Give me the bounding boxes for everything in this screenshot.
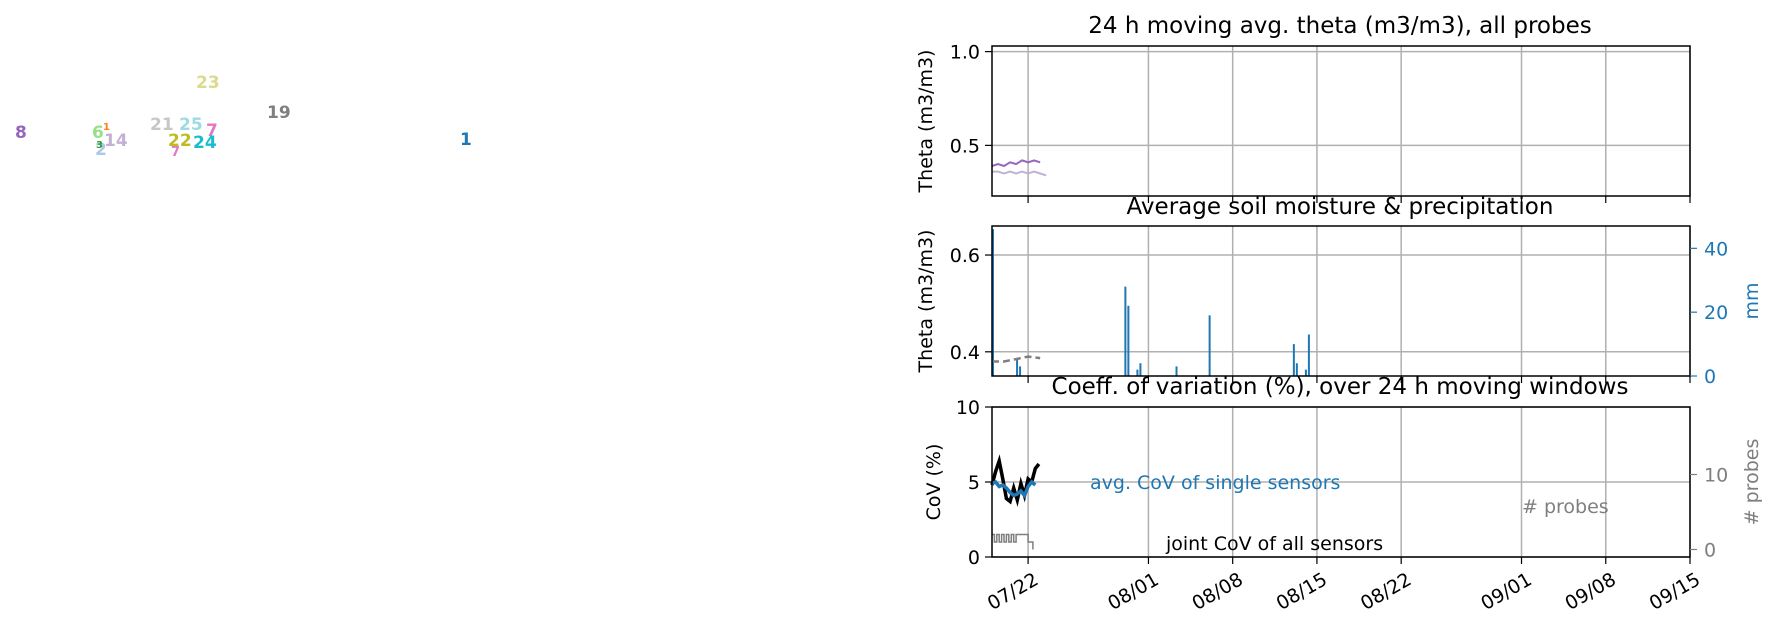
precip-bar — [992, 229, 994, 376]
y-axis-label-1: Theta (m3/m3) — [915, 50, 937, 194]
plot-frame-2 — [991, 225, 1691, 377]
precip-bar — [1016, 360, 1019, 376]
probe-label-22: 22 — [168, 131, 192, 151]
precip-bar — [1127, 305, 1130, 376]
annotation-probes: # probes — [1522, 496, 1609, 518]
y-axis-label-2: Theta (m3/m3) — [915, 230, 937, 374]
precip-bar — [1139, 363, 1142, 376]
probe-label-8: 8 — [15, 123, 27, 143]
y-tick-label: 0.6 — [950, 245, 980, 267]
probe-label-21: 21 — [150, 115, 174, 135]
annotation-avg-cov: avg. CoV of single sensors — [1090, 472, 1340, 494]
y-tick-label: 0.5 — [950, 135, 980, 157]
y-tick-label: 0 — [968, 547, 980, 569]
series-line-2 — [992, 170, 1047, 177]
precip-bar — [1295, 363, 1298, 376]
x-tick-label: 09/08 — [1561, 568, 1619, 614]
panel-cov: Coeff. of variation (%), over 24 h movin… — [923, 374, 1763, 615]
y-axis-label-3: CoV (%) — [923, 444, 945, 521]
series-line-1 — [991, 159, 1041, 168]
probe-label-7b: 7 — [171, 145, 180, 160]
panel-soil-moisture-precip: Average soil moisture & precipitation 0.… — [915, 194, 1763, 388]
precip-bar — [1175, 366, 1178, 376]
probe-label-3: 3 — [96, 140, 103, 151]
precip-bar — [1136, 369, 1139, 376]
y-tick-label: 5 — [968, 472, 980, 494]
precip-bar — [1307, 334, 1310, 376]
y-right-tick-label: 10 — [1704, 465, 1728, 487]
precip-bar — [1019, 366, 1022, 376]
x-tick-label: 09/01 — [1477, 568, 1535, 614]
x-tick-label: 07/22 — [984, 568, 1042, 614]
probe-label-1a: 1 — [103, 122, 110, 133]
plot-frame-1 — [991, 45, 1691, 197]
y-right-tick-label: 40 — [1704, 238, 1728, 260]
precip-bar — [1292, 344, 1295, 376]
theta-avg-line — [992, 355, 1041, 363]
x-tick-label: 08/15 — [1273, 568, 1331, 614]
y-tick-label: 0.4 — [950, 342, 980, 364]
probe-label-2: 2 — [95, 140, 107, 160]
y-right-tick-label: 0 — [1704, 366, 1716, 388]
series-line-avg-cov-of-single-sensors — [991, 479, 1037, 499]
precip-bar — [1208, 315, 1211, 376]
probe-label-14: 14 — [104, 131, 128, 151]
probe-label-6: 6 — [92, 123, 104, 143]
series-line--probes — [992, 533, 1034, 550]
y-axis-label-right-3: # probes — [1741, 439, 1763, 526]
probe-label-24: 24 — [193, 133, 217, 153]
y-axis-label-right-2: mm — [1741, 282, 1763, 319]
precip-bar — [1124, 286, 1127, 376]
x-tick-label: 08/08 — [1188, 568, 1246, 614]
y-tick-label: 1.0 — [950, 42, 980, 64]
x-tick-label: 09/15 — [1646, 568, 1704, 614]
probe-label-1: 1 — [460, 130, 472, 150]
probe-label-7: 7 — [206, 121, 218, 141]
chart-title-1: 24 h moving avg. theta (m3/m3), all prob… — [1088, 13, 1591, 39]
probe-map: 8 6 1 14 2 3 21 25 7 7 22 24 23 19 1 — [15, 73, 472, 160]
probe-label-25: 25 — [179, 115, 203, 135]
chart-title-3: Coeff. of variation (%), over 24 h movin… — [1052, 374, 1629, 400]
precip-bar — [1304, 369, 1307, 376]
y-right-tick-label: 0 — [1704, 540, 1716, 562]
probe-label-23: 23 — [196, 73, 220, 93]
annotation-joint-cov: joint CoV of all sensors — [1165, 533, 1383, 555]
chart-title-2: Average soil moisture & precipitation — [1127, 194, 1554, 220]
y-tick-label: 10 — [956, 397, 980, 419]
y-right-tick-label: 20 — [1704, 302, 1728, 324]
x-tick-label: 08/01 — [1104, 568, 1162, 614]
x-tick-label: 08/22 — [1357, 568, 1415, 614]
probe-label-19: 19 — [267, 103, 291, 123]
panel-theta-all-probes: 24 h moving avg. theta (m3/m3), all prob… — [915, 13, 1691, 203]
